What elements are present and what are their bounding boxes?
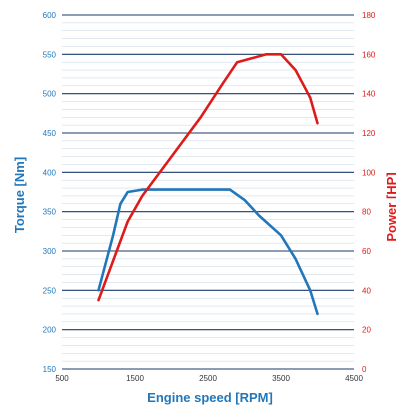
right-tick-label: 180: [362, 11, 376, 20]
right-tick-label: 160: [362, 50, 376, 59]
left-tick-label: 300: [43, 247, 57, 256]
x-tick-label: 2500: [199, 374, 217, 383]
left-tick-label: 400: [43, 168, 57, 177]
x-tick-labels: 500 1500 2500 3500 4500: [55, 374, 363, 383]
right-tick-labels: 0 20 40 60 80 100 120 140 160 180: [362, 11, 376, 374]
x-tick-label: 500: [55, 374, 69, 383]
x-tick-label: 3500: [272, 374, 290, 383]
right-tick-label: 40: [362, 286, 371, 295]
left-tick-labels: 150 200 250 300 350 400 450 500 550 600: [43, 11, 57, 374]
x-tick-label: 4500: [345, 374, 363, 383]
right-tick-label: 140: [362, 90, 376, 99]
torque-line: [97, 188, 319, 316]
right-tick-label: 60: [362, 247, 371, 256]
left-axis-title: Torque [Nm]: [12, 157, 27, 233]
left-tick-label: 150: [43, 365, 57, 374]
left-tick-label: 500: [43, 90, 57, 99]
right-tick-label: 80: [362, 208, 371, 217]
power-line: [97, 52, 319, 302]
right-tick-label: 120: [362, 129, 376, 138]
right-tick-label: 100: [362, 168, 376, 177]
right-axis-title: Power [HP]: [384, 172, 396, 241]
left-tick-label: 350: [43, 208, 57, 217]
grid: [62, 14, 354, 370]
left-tick-label: 600: [43, 11, 57, 20]
left-tick-label: 450: [43, 129, 57, 138]
series-lines: [97, 52, 319, 316]
right-tick-label: 20: [362, 326, 371, 335]
left-tick-label: 200: [43, 326, 57, 335]
left-tick-label: 250: [43, 286, 57, 295]
x-tick-label: 1500: [126, 374, 144, 383]
left-tick-label: 550: [43, 50, 57, 59]
right-tick-label: 0: [362, 365, 367, 374]
x-axis-title: Engine speed [RPM]: [147, 390, 273, 405]
